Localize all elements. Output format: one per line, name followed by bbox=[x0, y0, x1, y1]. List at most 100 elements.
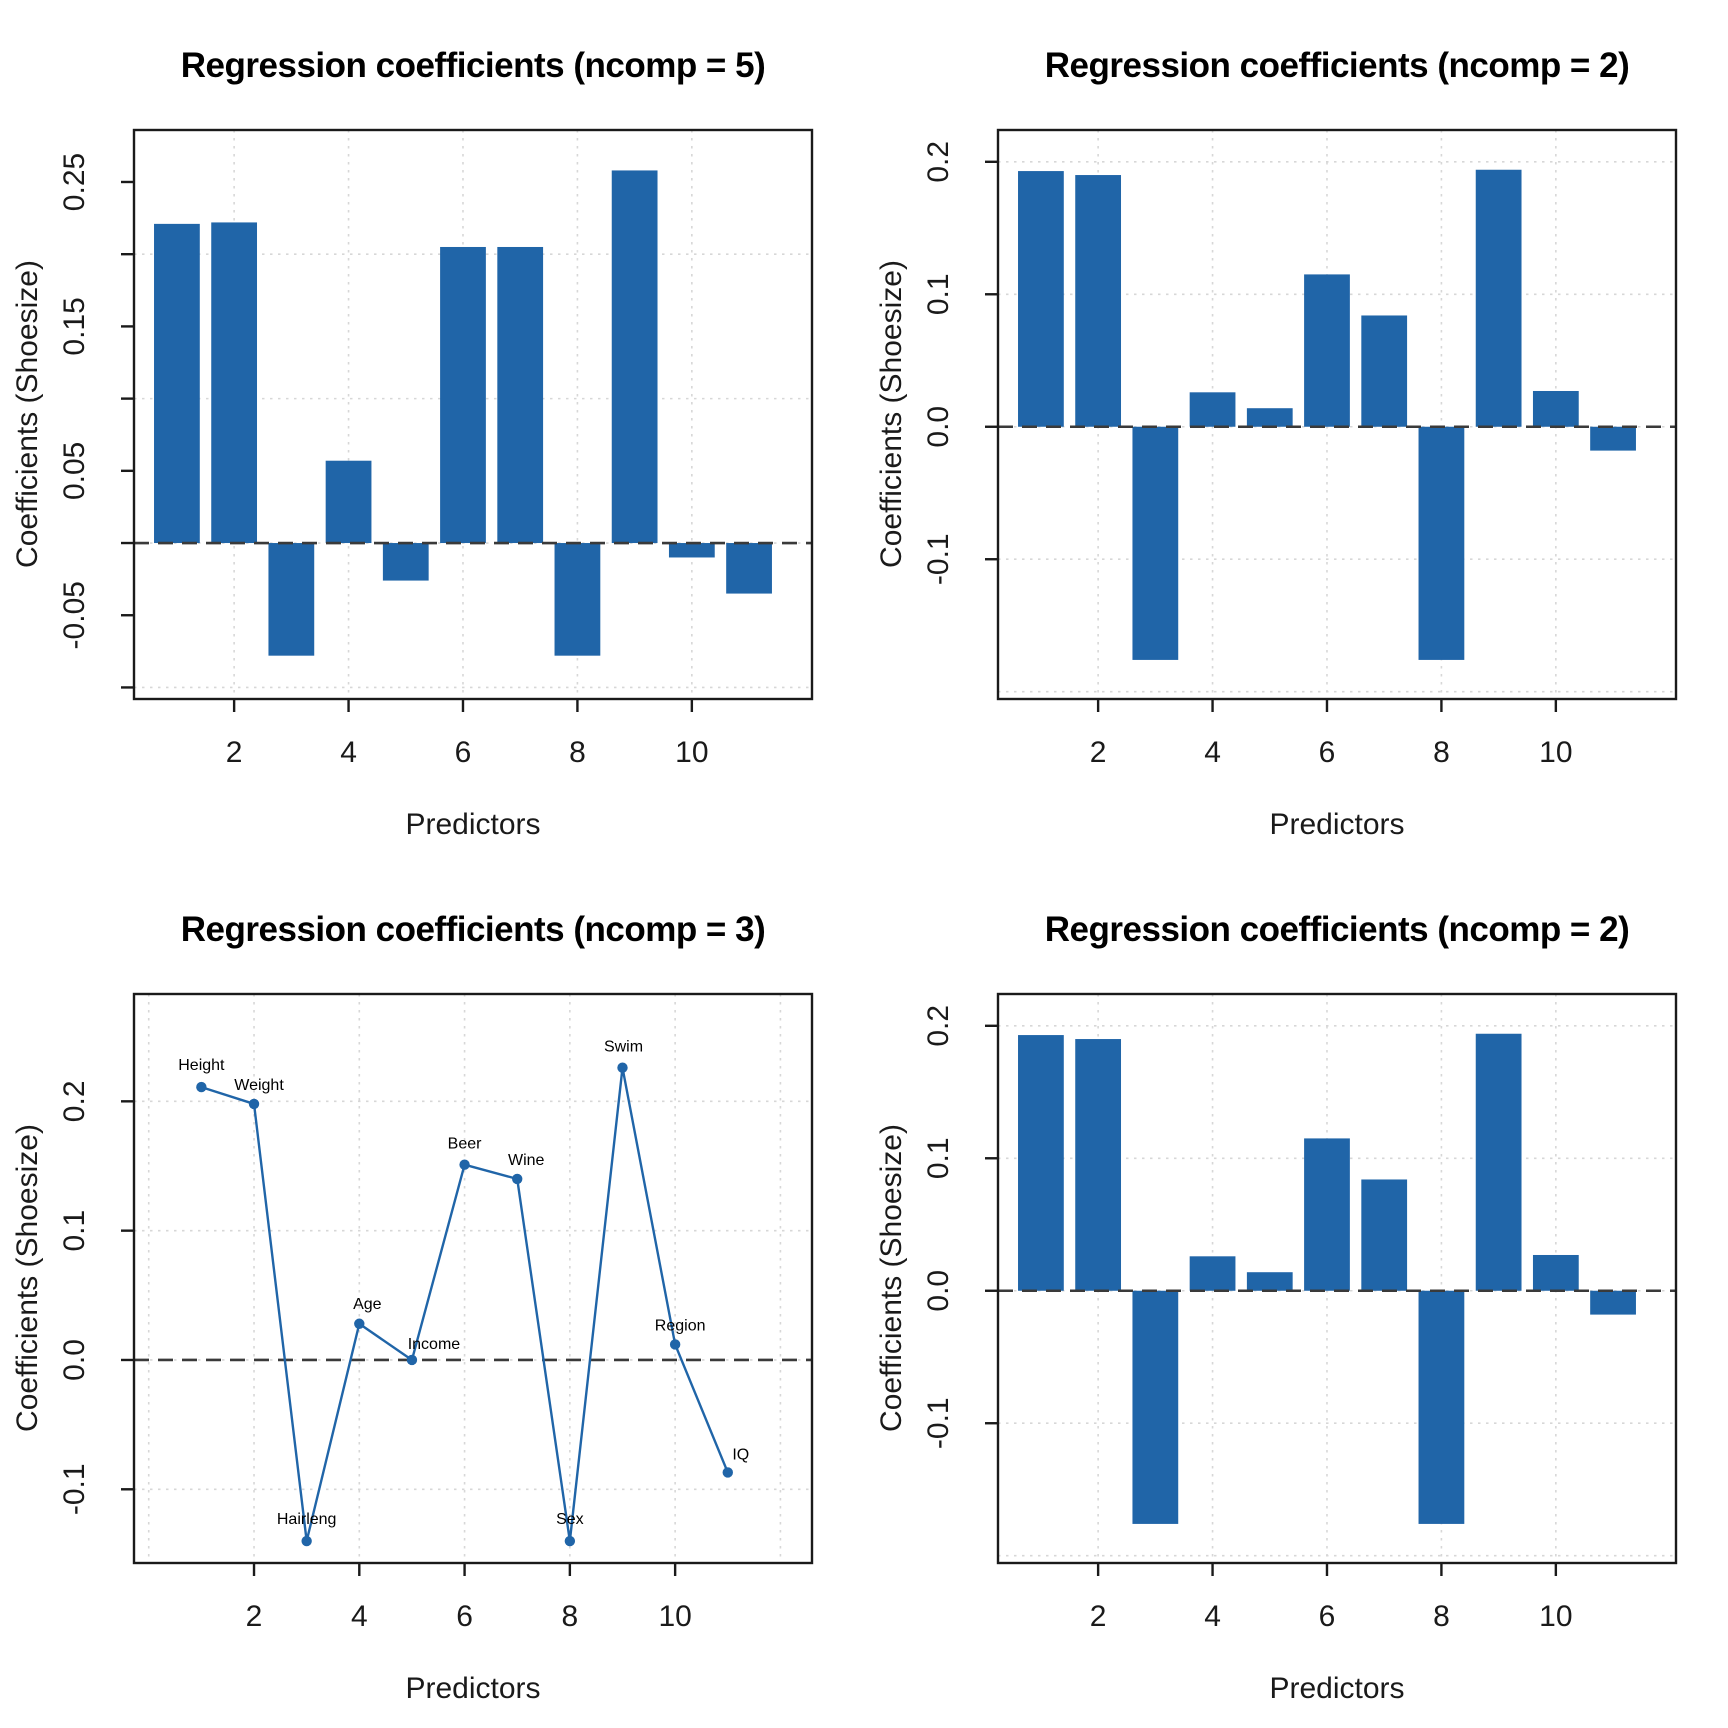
bar bbox=[1418, 426, 1465, 660]
chart-canvas-ncomp5: 2 4 6 8 10 0.25 0.15 0.05 -0.05 Regression coeff… bbox=[11, 46, 814, 841]
bar bbox=[1189, 1256, 1236, 1291]
x-tick-label: 4 bbox=[1204, 736, 1221, 769]
point-label: Beer bbox=[448, 1136, 482, 1153]
y-tick-label: 0.0 bbox=[922, 1270, 955, 1312]
bar bbox=[1532, 390, 1579, 427]
plot-marks: 2 4 6 8 10 0.25 0.15 0.05 -0.05 bbox=[58, 128, 814, 769]
x-axis-title: Predictors bbox=[405, 808, 540, 841]
y-tick-label: 0.2 bbox=[922, 1005, 955, 1047]
x-tick-label: 8 bbox=[1433, 1600, 1450, 1633]
point-label: Wine bbox=[508, 1152, 545, 1169]
x-tick-label: 10 bbox=[1539, 1600, 1572, 1633]
x-axis-title: Predictors bbox=[405, 1672, 540, 1705]
plot-marks: 2 4 6 8 10 0.2 0.1 0.0 -0.1 bbox=[922, 992, 1678, 1633]
panel-bottom-left: Height Weight Hairleng Age Income Beer Wine Sex… bbox=[0, 864, 864, 1728]
x-tick-label: 4 bbox=[1204, 1600, 1221, 1633]
y-tick-label: -0.1 bbox=[58, 1463, 91, 1515]
x-tick-label: 2 bbox=[1090, 736, 1107, 769]
panel-top-right: 2 4 6 8 10 0.2 0.1 0.0 -0.1 Regression coefficie… bbox=[864, 0, 1728, 864]
plot-box bbox=[996, 992, 1678, 1565]
bar bbox=[1590, 1290, 1636, 1315]
chart-title: Regression coefficients (ncomp = 3) bbox=[181, 910, 765, 949]
x-tick-label: 2 bbox=[226, 736, 243, 769]
x-tick-label: 8 bbox=[569, 736, 586, 769]
y-tick-label: 0.15 bbox=[58, 297, 91, 355]
bar bbox=[1075, 175, 1122, 427]
bar bbox=[1132, 426, 1179, 660]
point-label: Sex bbox=[556, 1511, 584, 1528]
x-tick-label: 10 bbox=[675, 736, 708, 769]
data-point bbox=[459, 1159, 470, 1170]
data-point bbox=[669, 1339, 681, 1350]
bar bbox=[1132, 1290, 1179, 1524]
x-tick-label: 4 bbox=[340, 736, 357, 769]
point-label: Weight bbox=[234, 1077, 284, 1094]
y-tick-label: 0.05 bbox=[58, 442, 91, 500]
y-tick-label: 0.1 bbox=[922, 273, 955, 315]
bar bbox=[1189, 392, 1236, 427]
x-tick-label: 4 bbox=[351, 1600, 368, 1633]
bar bbox=[1018, 1035, 1064, 1291]
x-tick-label: 8 bbox=[562, 1600, 579, 1633]
y-tick-label: -0.05 bbox=[58, 581, 91, 649]
bar bbox=[1475, 1033, 1522, 1291]
bar bbox=[1304, 1138, 1350, 1291]
bar bbox=[1590, 426, 1636, 451]
panel-bottom-right: 2 4 6 8 10 0.2 0.1 0.0 -0.1 Regression coefficie… bbox=[864, 864, 1728, 1728]
bar bbox=[325, 460, 372, 544]
bar bbox=[268, 543, 315, 656]
plot-box bbox=[132, 128, 814, 701]
x-tick-label: 2 bbox=[246, 1600, 263, 1633]
y-axis-title: Coefficients (Shoesize) bbox=[11, 1124, 44, 1432]
bar bbox=[726, 543, 772, 594]
plot-marks: Height Weight Hairleng Age Income Beer Wine Sex… bbox=[58, 992, 814, 1633]
bar bbox=[1418, 1290, 1465, 1524]
x-tick-label: 10 bbox=[1539, 736, 1572, 769]
bar bbox=[611, 170, 658, 544]
x-tick-label: 6 bbox=[1319, 736, 1336, 769]
y-tick-label: 0.2 bbox=[922, 141, 955, 183]
bar bbox=[1075, 1039, 1122, 1291]
y-tick-label: -0.1 bbox=[922, 533, 955, 585]
bar bbox=[1018, 171, 1064, 427]
data-point bbox=[354, 1318, 365, 1329]
x-tick-label: 6 bbox=[456, 1600, 473, 1633]
point-label: Region bbox=[655, 1317, 706, 1334]
bar bbox=[1361, 1179, 1408, 1291]
chart-canvas-ncomp2-top: 2 4 6 8 10 0.2 0.1 0.0 -0.1 Regression coefficie… bbox=[875, 46, 1678, 841]
x-tick-label: 6 bbox=[1319, 1600, 1336, 1633]
plot-box bbox=[996, 128, 1678, 701]
y-axis-title: Coefficients (Shoesize) bbox=[875, 1124, 908, 1432]
data-point bbox=[301, 1535, 312, 1547]
point-label: Hairleng bbox=[277, 1511, 337, 1528]
bar bbox=[154, 223, 200, 544]
bar bbox=[1532, 1254, 1579, 1291]
panel-top-left: 2 4 6 8 10 0.25 0.15 0.05 -0.05 Regression coeff… bbox=[0, 0, 864, 864]
chart-title: Regression coefficients (ncomp = 5) bbox=[181, 46, 765, 85]
chart-canvas-ncomp2-bottom: 2 4 6 8 10 0.2 0.1 0.0 -0.1 Regression coefficie… bbox=[875, 910, 1678, 1705]
plot-marks: 2 4 6 8 10 0.2 0.1 0.0 -0.1 bbox=[922, 128, 1678, 769]
bar bbox=[1304, 274, 1350, 427]
bar bbox=[440, 246, 486, 544]
chart-title: Regression coefficients (ncomp = 2) bbox=[1045, 910, 1629, 949]
y-tick-label: 0.2 bbox=[58, 1080, 91, 1122]
data-point bbox=[406, 1354, 418, 1366]
data-point bbox=[512, 1173, 523, 1185]
y-tick-label: 0.0 bbox=[922, 406, 955, 448]
data-point bbox=[722, 1467, 733, 1478]
chart-canvas-ncomp3: Height Weight Hairleng Age Income Beer Wine Sex… bbox=[11, 910, 814, 1705]
x-axis-title: Predictors bbox=[1269, 808, 1404, 841]
y-tick-label: -0.1 bbox=[922, 1397, 955, 1449]
data-point bbox=[248, 1098, 260, 1110]
y-tick-label: 0.25 bbox=[58, 153, 91, 211]
bar bbox=[497, 246, 544, 544]
plot-box bbox=[132, 992, 814, 1565]
x-axis-title: Predictors bbox=[1269, 1672, 1404, 1705]
bar bbox=[554, 543, 601, 656]
point-label: Income bbox=[408, 1336, 461, 1353]
bar bbox=[382, 543, 429, 581]
y-axis-title: Coefficients (Shoesize) bbox=[11, 260, 44, 568]
point-label: Swim bbox=[604, 1039, 643, 1056]
bar bbox=[211, 222, 258, 544]
